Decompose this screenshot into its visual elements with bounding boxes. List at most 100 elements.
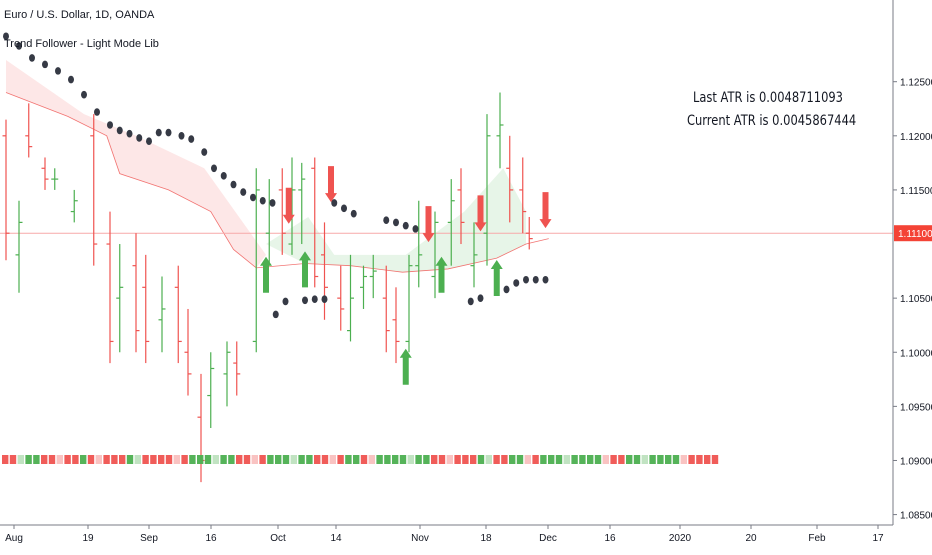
trend-bar-cell [236, 455, 243, 464]
candle [15, 200, 23, 293]
trend-bar-cell [204, 455, 212, 464]
trend-bar-cell [516, 455, 524, 464]
trend-bar-cell [368, 455, 375, 464]
x-tick-label: 18 [480, 533, 492, 544]
lower-stop-dot [272, 310, 279, 319]
x-tick-label: 14 [330, 533, 342, 544]
lower-stop-dot [467, 297, 474, 306]
trend-bar-cell [95, 455, 102, 464]
candle [207, 352, 215, 429]
upper-stop-dot [178, 132, 185, 140]
trend-bar-cell [587, 455, 594, 464]
candle [174, 265, 182, 364]
lower-stop-dot [523, 275, 529, 284]
trend-bar-cell [165, 455, 173, 464]
y-tick-label: 1.10500 [900, 294, 932, 305]
trend-bar-cell [103, 455, 110, 464]
trend-bar-cell [649, 455, 656, 464]
upper-stop-dot [81, 90, 87, 99]
candle [70, 189, 78, 223]
trend-bar-cell [438, 455, 446, 464]
trend-bar-cell [306, 455, 313, 464]
candle [278, 168, 286, 255]
upper-stop-dot [146, 137, 152, 146]
candle [252, 168, 260, 353]
trend-bar-cell [477, 455, 485, 464]
y-tick-label: 1.08500 [900, 511, 932, 522]
candle [233, 341, 241, 396]
trend-bar-cell [415, 455, 422, 464]
candle [197, 373, 205, 483]
trend-bar-cell [524, 455, 531, 464]
trend-bar-cell [72, 455, 79, 464]
candle [2, 119, 10, 261]
trend-bar-cell [399, 455, 407, 464]
candle [158, 276, 166, 353]
trend-bar-cell [618, 455, 625, 464]
candle [265, 179, 273, 266]
lower-stop-dot [532, 275, 539, 284]
trend-bar-cell [17, 455, 24, 464]
trend-bar-cell [501, 455, 508, 464]
upper-stop-dot [402, 221, 409, 230]
sell-arrow [539, 192, 552, 229]
candle [392, 287, 400, 364]
x-tick-label: Nov [411, 533, 429, 544]
trend-bar-cell [119, 455, 126, 464]
bear-cloud [6, 60, 266, 268]
upper-stop-dot [136, 134, 143, 142]
candle [506, 135, 514, 223]
upper-stop-dot [259, 196, 266, 205]
trend-bar-cell [696, 455, 703, 464]
trend-bar-cell [446, 455, 453, 464]
trend-bar-cell [657, 455, 664, 464]
buy-arrow [299, 251, 311, 288]
trend-bar-cell [641, 455, 648, 464]
trend-bar-cell [493, 455, 500, 464]
x-tick-label: Oct [270, 533, 286, 544]
trend-bar-cell [407, 455, 414, 464]
upper-stop-dot [350, 209, 357, 218]
upper-stop-dot [42, 60, 48, 69]
candle [347, 254, 354, 342]
trend-bar-cell [555, 455, 563, 464]
trend-bar-cell [610, 455, 617, 464]
trend-bar-cell [33, 455, 40, 464]
trend-bar-cell [251, 455, 258, 464]
upper-stop-dot [220, 172, 227, 180]
upper-stop-dot [126, 129, 133, 138]
last-atr-label: Last ATR is 0.0048711093 [693, 90, 843, 106]
lower-stop-dot [477, 294, 484, 302]
trend-bar-cell [275, 455, 282, 464]
trend-bar-cell [2, 455, 9, 464]
upper-stop-dot [250, 193, 256, 202]
trend-bar-cell [345, 455, 352, 464]
buy-arrow [260, 256, 272, 293]
trend-bar-cell [431, 455, 438, 464]
candle [142, 254, 150, 364]
bull-cloud [266, 168, 526, 273]
trend-bar-cell [602, 455, 609, 464]
upper-stop-dot [16, 42, 22, 50]
signal-arrows-layer [260, 166, 552, 385]
trend-bar-cell [423, 455, 430, 464]
trend-bar-layer [2, 455, 719, 464]
trend-bar-cell [454, 455, 461, 464]
upper-stop-dot [331, 199, 338, 207]
trend-bar-cell [532, 455, 539, 464]
x-tick-label: 16 [205, 533, 217, 544]
trend-cloud-layer [6, 60, 526, 273]
x-tick-label: Feb [808, 533, 826, 544]
upper-stop-dot [94, 108, 100, 116]
lower-stop-dot [321, 295, 328, 304]
x-tick-label: 17 [872, 533, 884, 544]
trend-bar-cell [181, 455, 188, 464]
candle [184, 308, 192, 396]
y-tick-label: 1.09000 [900, 456, 932, 467]
trend-bar-cell [150, 455, 157, 464]
candle [288, 157, 296, 255]
trend-bar-cell [142, 455, 149, 464]
trend-bar-cell [41, 455, 48, 464]
